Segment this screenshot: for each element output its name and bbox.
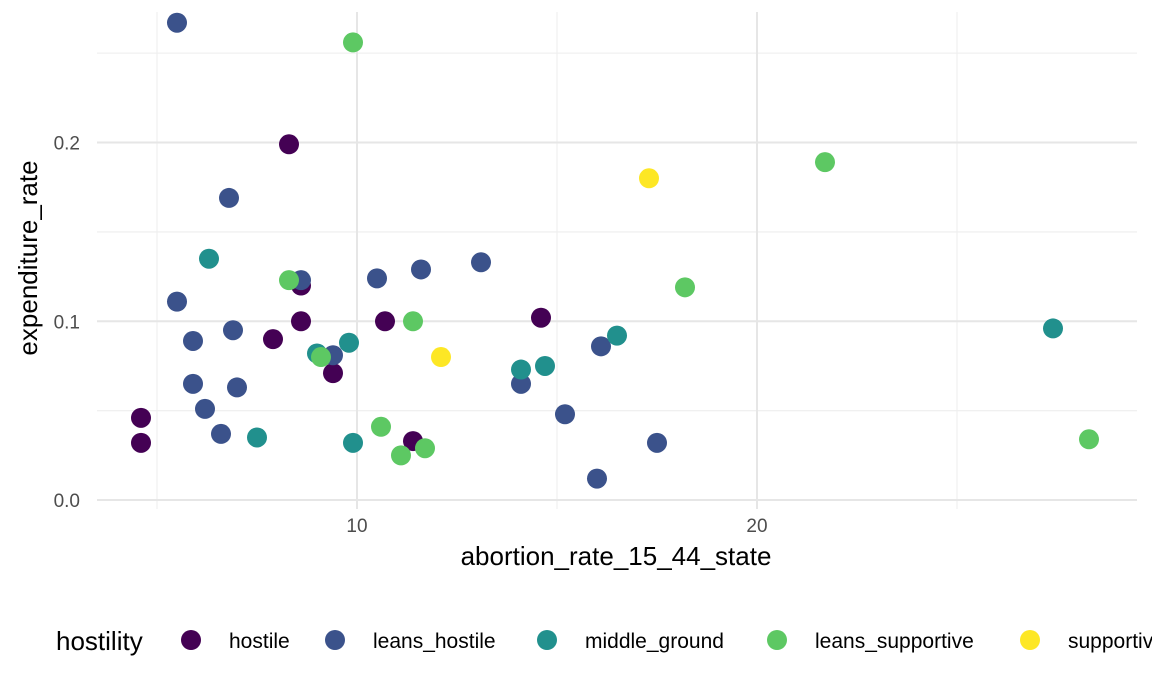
- data-point-middle-ground: [607, 325, 627, 346]
- legend-key-supportive: [1020, 630, 1040, 650]
- data-point-middle-ground: [343, 432, 363, 453]
- data-point-leans-hostile: [183, 330, 203, 351]
- data-point-leans-hostile: [587, 468, 607, 489]
- data-point-leans-hostile: [411, 259, 431, 280]
- data-points: [131, 12, 1099, 489]
- y-tick-labels: 0.0 0.1 0.2: [54, 134, 80, 513]
- data-point-leans-supportive: [311, 347, 331, 368]
- data-point-leans-hostile: [219, 187, 239, 208]
- y-tick-label: 0.2: [54, 134, 80, 155]
- data-point-leans-hostile: [367, 268, 387, 289]
- data-point-supportive: [639, 168, 659, 189]
- data-point-middle-ground: [199, 248, 219, 269]
- data-point-middle-ground: [535, 355, 555, 376]
- x-tick-labels: 10 20: [346, 516, 767, 537]
- data-point-supportive: [431, 347, 451, 368]
- y-tick-label: 0.1: [54, 312, 80, 333]
- data-point-leans-hostile: [591, 336, 611, 357]
- data-point-leans-hostile: [167, 291, 187, 312]
- legend-title: hostility: [56, 626, 143, 656]
- gridlines: [97, 12, 1137, 509]
- legend-key-leans-supportive: [767, 630, 787, 650]
- data-point-leans-hostile: [223, 320, 243, 341]
- data-point-hostile: [131, 407, 151, 428]
- legend-key-hostile: [181, 630, 201, 650]
- data-point-leans-hostile: [167, 12, 187, 33]
- data-point-leans-hostile: [555, 404, 575, 425]
- data-point-leans-supportive: [1079, 429, 1099, 450]
- data-point-hostile: [323, 363, 343, 384]
- data-point-leans-hostile: [195, 398, 215, 419]
- x-tick-label: 20: [746, 516, 767, 537]
- data-point-leans-supportive: [279, 270, 299, 291]
- data-point-hostile: [291, 311, 311, 332]
- legend-label-supportive: supportive: [1068, 630, 1152, 653]
- data-point-leans-supportive: [815, 152, 835, 173]
- data-point-leans-hostile: [471, 252, 491, 273]
- data-point-middle-ground: [1043, 318, 1063, 339]
- legend-label-leans-hostile: leans_hostile: [373, 630, 496, 653]
- legend: hostility hostile leans_hostile middle_gro…: [56, 626, 1152, 656]
- legend-key-leans-hostile: [325, 630, 345, 650]
- data-point-leans-supportive: [391, 445, 411, 466]
- x-axis-title: abortion_rate_15_44_state: [461, 541, 772, 571]
- data-point-leans-hostile: [227, 377, 247, 398]
- legend-label-leans-supportive: leans_supportive: [815, 630, 974, 653]
- x-tick-label: 10: [346, 516, 367, 537]
- data-point-hostile: [131, 432, 151, 453]
- data-point-hostile: [531, 307, 551, 328]
- data-point-leans-supportive: [343, 32, 363, 53]
- data-point-leans-supportive: [371, 416, 391, 437]
- y-axis-title: expenditure_rate: [13, 160, 43, 355]
- legend-label-hostile: hostile: [229, 630, 290, 653]
- data-point-middle-ground: [247, 427, 267, 448]
- data-point-leans-supportive: [675, 277, 695, 298]
- data-point-leans-hostile: [511, 373, 531, 394]
- data-point-hostile: [279, 134, 299, 155]
- data-point-hostile: [375, 311, 395, 332]
- legend-label-middle-ground: middle_ground: [585, 630, 724, 653]
- data-point-leans-hostile: [183, 373, 203, 394]
- data-point-middle-ground: [339, 332, 359, 353]
- y-tick-label: 0.0: [54, 491, 80, 512]
- data-point-leans-supportive: [415, 438, 435, 459]
- data-point-hostile: [263, 329, 283, 350]
- data-point-leans-hostile: [211, 423, 231, 444]
- data-point-leans-hostile: [647, 432, 667, 453]
- legend-key-middle-ground: [537, 630, 557, 650]
- data-point-middle-ground: [511, 359, 531, 380]
- data-point-leans-supportive: [403, 311, 423, 332]
